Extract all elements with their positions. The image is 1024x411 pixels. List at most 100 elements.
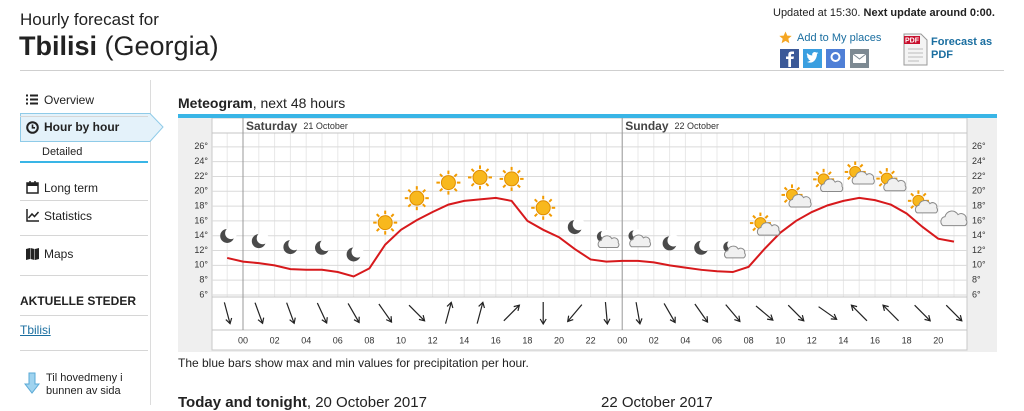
moon-shade: [288, 238, 301, 251]
y2-tick-label: 10°: [972, 260, 986, 270]
sun-ray: [878, 182, 883, 187]
sun-ray: [796, 199, 801, 204]
y-tick-label: 14°: [194, 230, 208, 240]
pdf-badge-text: PDF: [905, 38, 920, 45]
arrow-shaft: [850, 304, 868, 322]
arrow-head: [830, 313, 838, 320]
sun-ray: [485, 182, 490, 187]
arrow-shaft: [223, 302, 231, 324]
wind-arrow: [694, 303, 709, 323]
sun-ray: [470, 168, 475, 173]
pdf-icon[interactable]: PDF: [903, 33, 928, 66]
x-tick-label: 04: [301, 335, 311, 345]
x-tick-label: 18: [902, 335, 912, 345]
wind-arrow: [378, 303, 393, 323]
x-tick-label: 06: [712, 335, 722, 345]
weather-icon: [436, 170, 461, 195]
arrow-shaft: [567, 304, 583, 322]
arrow-shaft: [663, 303, 676, 323]
x-tick-label: 12: [807, 335, 817, 345]
arrow-head: [225, 317, 233, 325]
star-icon[interactable]: [779, 31, 792, 44]
y-tick-label: 22°: [194, 171, 208, 181]
weather-icon: [283, 238, 301, 255]
cloud: [940, 210, 968, 227]
menu-overview[interactable]: Overview: [44, 93, 95, 107]
y2-tick-label: 20°: [972, 186, 986, 196]
email-flap: [852, 53, 867, 60]
weather-icon: [813, 168, 844, 192]
sun-ray: [796, 186, 801, 191]
back-link[interactable]: Til hovedmeny i bunnen av sida: [46, 372, 123, 397]
places-heading: AKTUELLE STEDER: [20, 294, 137, 308]
x-tick-label: 00: [238, 335, 248, 345]
x-tick-label: 10: [396, 335, 406, 345]
cloud: [883, 177, 907, 192]
sun-ray: [407, 188, 412, 193]
y2-tick-label: 18°: [972, 200, 986, 210]
arrow-head: [321, 317, 328, 325]
menu-separator: [20, 315, 148, 316]
day-header: Sunday 22 October: [625, 119, 719, 133]
moon: [723, 241, 735, 253]
arrow-head: [418, 314, 426, 322]
sun-ray: [376, 227, 380, 232]
y-tick-label: 16°: [194, 215, 208, 225]
arrow-shaft: [914, 304, 931, 322]
wind-arrow: [914, 304, 932, 322]
sun-ray: [878, 170, 883, 175]
menu-long-term[interactable]: Long term: [44, 181, 99, 195]
y2-tick-label: 8°: [972, 275, 981, 285]
weather-icon: [694, 239, 711, 255]
x-tick-label: 18: [522, 335, 532, 345]
x-tick-label: 16: [491, 335, 501, 345]
pdf-link[interactable]: Forecast as PDF: [931, 36, 993, 61]
day-header: Saturday 21 October: [246, 119, 348, 133]
wind-arrow: [755, 305, 774, 321]
chart-note: The blue bars show max and min values fo…: [178, 356, 529, 370]
place-link[interactable]: Tbilisi: [20, 323, 51, 337]
sun: [786, 188, 798, 201]
menu-statistics[interactable]: Statistics: [44, 209, 93, 223]
menu-hour-by-hour[interactable]: Hour by hour: [44, 120, 120, 134]
arrow-shaft: [378, 303, 393, 323]
temperature-line: [226, 196, 955, 278]
cloud: [724, 245, 746, 259]
moon: [220, 228, 235, 243]
moon: [283, 240, 298, 255]
menu-maps[interactable]: Maps: [44, 247, 74, 261]
moon: [694, 240, 709, 255]
wind-arrow: [603, 301, 611, 326]
menu-detailed[interactable]: Detailed: [42, 146, 83, 158]
wind-arrow: [539, 302, 547, 326]
cloud: [629, 234, 652, 248]
sun-ray: [376, 213, 380, 218]
moon-shade: [225, 227, 237, 240]
add-to-places[interactable]: Add to My places: [797, 32, 882, 44]
arrow-head: [539, 318, 547, 326]
moon-shade: [632, 229, 642, 239]
arrow-head: [446, 301, 454, 309]
arrow-head: [701, 316, 709, 323]
arrow-shaft: [476, 302, 484, 324]
sun-ray: [752, 227, 757, 232]
sun: [817, 173, 830, 186]
heading-rule: [178, 114, 997, 118]
sun-ray: [470, 182, 475, 187]
cloud: [788, 194, 812, 208]
moon-shade: [256, 232, 269, 245]
sun-ray: [783, 186, 788, 191]
weather-icon: [346, 245, 364, 262]
sun-ray: [922, 205, 927, 209]
twitter-glyph: [806, 51, 819, 63]
chart-frame: [178, 118, 997, 352]
sun-ray: [922, 192, 927, 197]
arrow-shaft: [444, 302, 452, 324]
google-icon[interactable]: [826, 49, 845, 68]
weather-icon: [251, 232, 269, 249]
sun-ray: [439, 173, 444, 178]
moon-shade: [699, 239, 711, 251]
arrow-shaft: [604, 301, 608, 325]
back-arrow-icon[interactable]: [24, 372, 40, 394]
